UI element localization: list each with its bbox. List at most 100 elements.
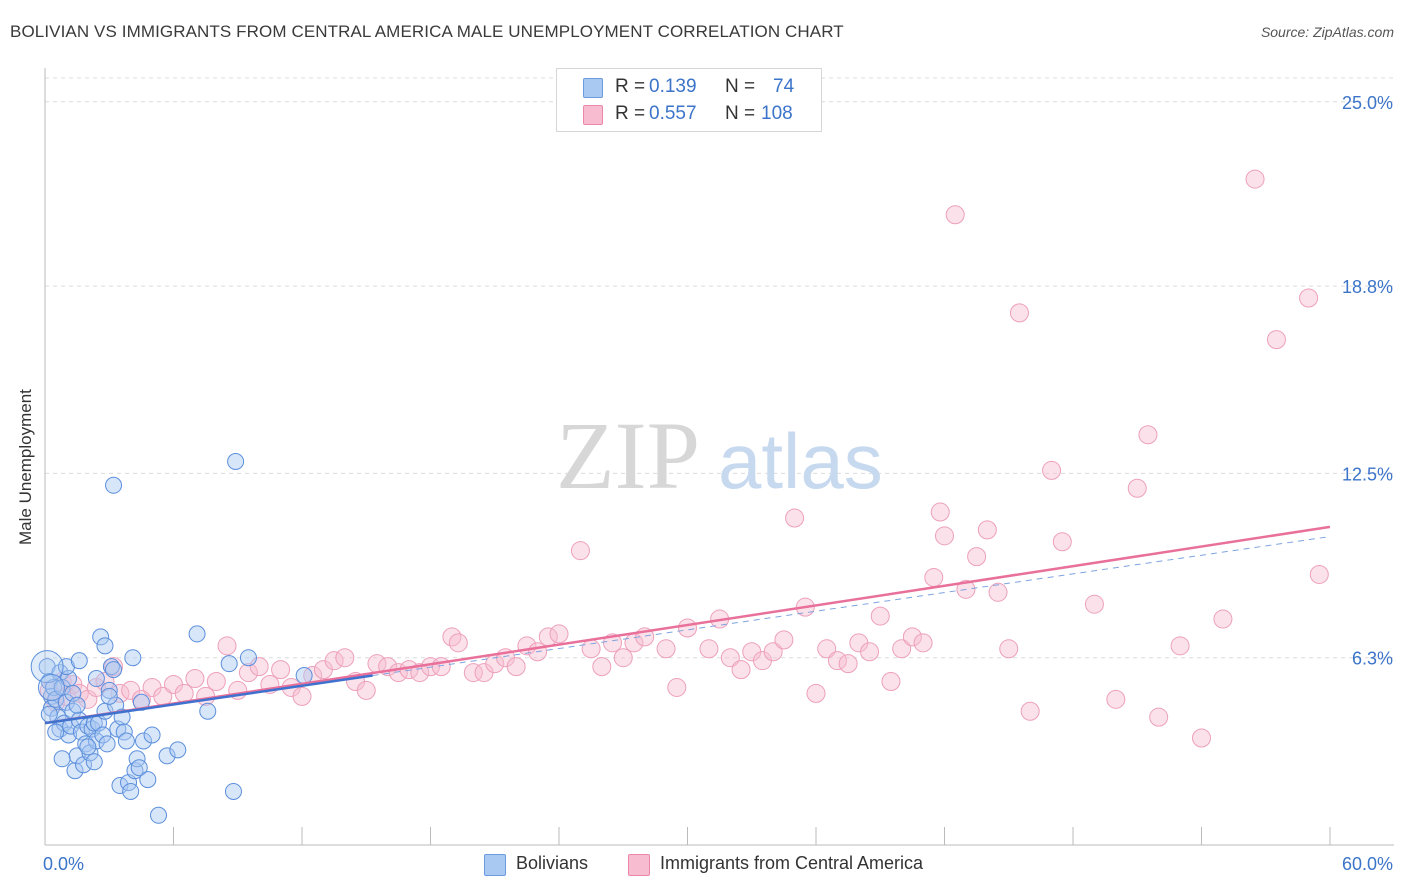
- data-point-bolivians: [105, 476, 123, 494]
- data-point-central-america: [838, 654, 858, 674]
- data-point-central-america: [924, 567, 944, 587]
- data-point-central-america: [945, 205, 965, 225]
- data-point-bolivians: [47, 723, 65, 741]
- data-point-central-america: [431, 657, 451, 677]
- x-tick-label: 0.0%: [43, 854, 84, 874]
- data-point-bolivians: [94, 726, 112, 744]
- data-point-bolivians: [295, 667, 313, 685]
- source-label: Source: ZipAtlas.com: [1260, 24, 1394, 40]
- data-point-central-america: [271, 660, 291, 680]
- data-point-central-america: [988, 582, 1008, 602]
- data-point-central-america: [448, 633, 468, 653]
- data-point-central-america: [1149, 707, 1169, 727]
- data-point-central-america: [967, 547, 987, 567]
- trendline-bolivians: [44, 674, 373, 725]
- legend-r-label: R =: [615, 76, 646, 97]
- data-point-central-america: [217, 636, 237, 656]
- legend-swatch-bolivians: [583, 78, 603, 98]
- data-point-central-america: [185, 669, 205, 689]
- data-point-bolivians: [98, 735, 116, 753]
- data-point-central-america: [292, 686, 312, 706]
- data-point-central-america: [1042, 460, 1062, 480]
- legend-label-central-america: Immigrants from Central America: [660, 853, 924, 873]
- data-point-central-america: [613, 648, 633, 668]
- data-point-bolivians: [224, 782, 242, 800]
- data-point-central-america: [1052, 532, 1072, 552]
- data-point-central-america: [913, 633, 933, 653]
- legend-n-value: 74: [773, 76, 795, 97]
- data-point-central-america: [763, 642, 783, 662]
- data-point-bolivians: [66, 762, 84, 780]
- data-point-central-america: [356, 680, 376, 700]
- data-point-central-america: [196, 686, 216, 706]
- bolivian-points: [30, 453, 313, 824]
- data-point-central-america: [678, 618, 697, 638]
- legend-n-label: N =: [725, 76, 756, 97]
- legend-label-bolivians: Bolivians: [516, 853, 589, 873]
- data-point-central-america: [506, 657, 526, 677]
- data-point-bolivians: [70, 652, 88, 670]
- data-point-central-america: [806, 683, 826, 703]
- data-point-central-america: [999, 639, 1019, 659]
- data-point-central-america: [817, 639, 837, 659]
- data-point-bolivians: [143, 726, 161, 744]
- data-point-bolivians: [105, 661, 123, 679]
- data-point-central-america: [1020, 701, 1040, 721]
- data-point-bolivians: [79, 738, 97, 756]
- data-point-central-america: [1266, 330, 1286, 350]
- data-point-bolivians: [139, 771, 157, 789]
- y-tick-label: 12.5%: [1342, 464, 1393, 484]
- legend-r-value: 0.557: [649, 103, 697, 124]
- legend-swatch-central-america: [583, 105, 603, 125]
- data-point-central-america: [720, 648, 740, 668]
- grid-lines: [45, 77, 1394, 659]
- data-point-bolivians: [220, 655, 238, 673]
- data-point-bolivians: [117, 732, 135, 750]
- y-axis-label: Male Unemployment: [16, 389, 35, 545]
- data-point-bolivians: [96, 637, 114, 655]
- data-point-central-america: [463, 663, 483, 683]
- data-point-bolivians: [87, 670, 105, 688]
- data-point-central-america: [549, 624, 569, 644]
- data-point-central-america: [581, 639, 601, 659]
- y-tick-label: 6.3%: [1352, 649, 1393, 669]
- legend-n-label: N =: [725, 103, 756, 124]
- series-legend: Bolivians Immigrants from Central Americ…: [0, 852, 1406, 878]
- data-point-central-america: [930, 502, 950, 522]
- watermark: ZIP atlas: [556, 402, 883, 509]
- data-point-bolivians: [188, 625, 206, 643]
- data-point-bolivians: [85, 753, 103, 771]
- data-point-bolivians: [77, 735, 95, 753]
- legend-swatch-bolivians: [484, 854, 506, 876]
- trendline-bolivians-extension: [372, 536, 1331, 677]
- legend-row-bolivians: R = 0.139 N = 74: [557, 75, 821, 99]
- data-point-central-america: [1245, 169, 1265, 189]
- data-point-central-america: [1299, 288, 1319, 308]
- data-point-central-america: [977, 520, 997, 540]
- data-point-bolivians: [150, 806, 168, 824]
- central-america-points: [39, 169, 1329, 748]
- data-point-central-america: [324, 651, 344, 671]
- data-point-central-america: [1309, 564, 1329, 584]
- data-point-central-america: [238, 663, 258, 683]
- data-point-central-america: [827, 651, 847, 671]
- watermark-zip: ZIP: [556, 402, 700, 509]
- stats-legend: R = 0.139 N = 74 R = 0.557 N = 108: [556, 68, 822, 132]
- data-point-central-america: [1138, 425, 1158, 445]
- data-point-central-america: [1192, 728, 1211, 748]
- legend-n-value: 108: [761, 103, 793, 124]
- data-point-bolivians: [239, 649, 257, 667]
- data-point-central-america: [870, 606, 890, 626]
- trend-lines: [44, 525, 1331, 725]
- legend-swatch-central-america: [628, 854, 650, 876]
- data-point-bolivians: [92, 628, 110, 646]
- data-point-central-america: [570, 541, 590, 561]
- data-point-bolivians: [53, 750, 71, 768]
- data-point-central-america: [1213, 609, 1233, 629]
- data-point-central-america: [1084, 594, 1104, 614]
- trendline-central-america: [44, 525, 1331, 725]
- data-point-central-america: [656, 639, 676, 659]
- data-point-central-america: [1127, 478, 1147, 498]
- data-point-bolivians: [100, 687, 118, 705]
